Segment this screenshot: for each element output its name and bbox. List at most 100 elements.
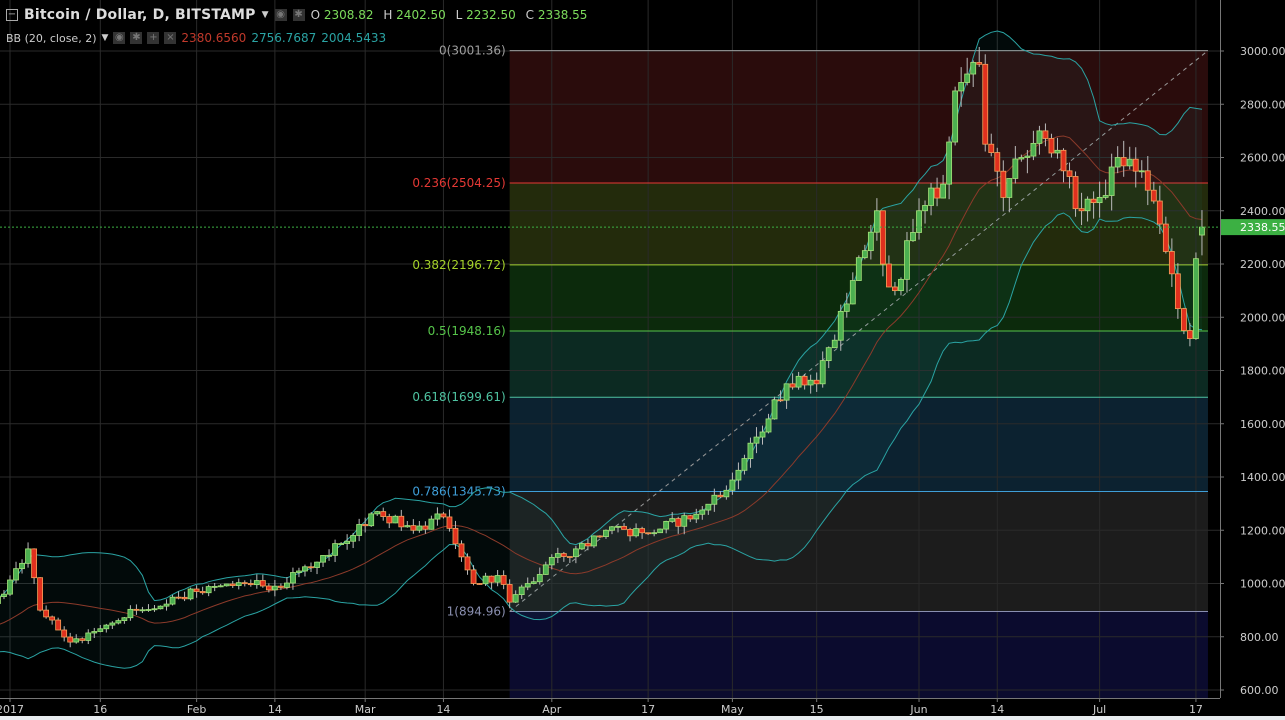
candle-body xyxy=(476,583,483,585)
candle-down xyxy=(446,509,453,532)
candle-up xyxy=(157,605,164,610)
candle-body xyxy=(500,575,507,585)
candle-body xyxy=(121,617,128,622)
candle-up xyxy=(898,277,904,296)
candle-body xyxy=(753,436,760,444)
eye-icon[interactable]: ◉ xyxy=(274,9,287,21)
candle-up xyxy=(326,549,332,561)
candle-down xyxy=(265,583,272,593)
candle-body xyxy=(1066,170,1073,177)
chevron-down-icon[interactable]: ▼ xyxy=(261,10,269,20)
candle-body xyxy=(898,278,904,292)
symbol-header: − Bitcoin / Dollar, D, BITSTAMP ▼ ◉ ✱ O … xyxy=(6,7,593,23)
close-icon[interactable]: × xyxy=(164,32,177,44)
candle-body xyxy=(1108,166,1115,196)
candle-body xyxy=(615,525,621,528)
candle-up xyxy=(139,606,146,614)
candle-down xyxy=(458,540,465,562)
candle-up xyxy=(115,618,122,625)
candle-body xyxy=(1078,208,1085,212)
candle-down xyxy=(880,210,886,277)
candle-body xyxy=(314,561,320,568)
candle-up xyxy=(19,559,25,574)
candle-up xyxy=(368,511,375,527)
candle-body xyxy=(934,187,940,199)
candle-body xyxy=(855,257,862,281)
time-tick-label: 14 xyxy=(268,703,282,716)
candle-up xyxy=(7,575,13,597)
candle-body xyxy=(1012,158,1019,179)
collapse-icon[interactable]: − xyxy=(6,9,18,21)
candle-body xyxy=(350,535,357,542)
candle-down xyxy=(1132,147,1139,188)
candle-down xyxy=(175,591,182,600)
candle-body xyxy=(861,250,868,259)
bb-lower-line xyxy=(0,212,1203,669)
candle-body xyxy=(940,183,946,199)
candle-body xyxy=(687,515,694,520)
candle-body xyxy=(831,339,838,349)
candle-body xyxy=(428,518,435,530)
candle-body xyxy=(416,525,423,531)
candle-up xyxy=(512,590,519,603)
candle-up xyxy=(657,528,664,534)
candle-body xyxy=(422,525,429,530)
chevron-down-icon[interactable]: ▼ xyxy=(101,33,109,43)
candle-body xyxy=(1,593,7,597)
fib-level-label: 0.382(2196.72) xyxy=(412,258,505,272)
candle-down xyxy=(37,577,43,612)
open-label: O xyxy=(310,8,321,22)
candle-body xyxy=(591,535,597,547)
candle-body xyxy=(217,585,224,588)
candle-up xyxy=(861,244,868,260)
candle-body xyxy=(31,548,37,579)
candle-up xyxy=(97,624,104,633)
candle-body xyxy=(344,540,351,544)
candle-down xyxy=(247,579,254,587)
candle-body xyxy=(1162,223,1169,252)
symbol-title[interactable]: Bitcoin / Dollar, D, BITSTAMP xyxy=(24,7,256,23)
candle-body xyxy=(241,582,248,585)
candle-down xyxy=(61,626,68,642)
time-tick-label: Apr xyxy=(542,703,562,716)
candle-body xyxy=(259,580,266,587)
candle-body xyxy=(867,231,874,252)
candle-up xyxy=(320,555,326,567)
plus-icon[interactable]: + xyxy=(147,32,160,44)
candle-body xyxy=(843,303,850,312)
candle-down xyxy=(464,553,471,575)
candle-body xyxy=(374,511,381,515)
candle-body xyxy=(976,62,983,65)
indicator-name[interactable]: BB (20, close, 2) xyxy=(6,31,97,45)
candle-body xyxy=(813,379,820,385)
candle-up xyxy=(163,599,170,611)
candle-up xyxy=(783,383,790,409)
candle-body xyxy=(265,585,272,591)
candle-body xyxy=(1120,157,1127,167)
close-label: C xyxy=(525,8,534,22)
close-value: 2338.55 xyxy=(537,8,588,22)
candle-body xyxy=(657,528,664,534)
candle-body xyxy=(970,62,977,75)
candle-up xyxy=(663,520,670,534)
candle-body xyxy=(506,584,513,603)
candle-up xyxy=(223,583,230,587)
candle-up xyxy=(494,570,501,587)
candle-body xyxy=(645,532,652,535)
candle-body xyxy=(229,583,236,586)
candle-body xyxy=(386,516,393,524)
candle-body xyxy=(470,569,477,584)
candle-body xyxy=(536,574,543,583)
candle-body xyxy=(1036,130,1043,144)
candle-down xyxy=(1168,238,1175,287)
eye-icon[interactable]: ◉ xyxy=(113,32,126,44)
candle-down xyxy=(199,586,206,595)
price-tick-label: 2000.00 xyxy=(1240,311,1285,324)
candle-up xyxy=(633,523,639,538)
candle-down xyxy=(79,637,86,644)
candle-up xyxy=(542,561,549,575)
candle-up xyxy=(747,437,754,468)
gear-icon[interactable]: ✱ xyxy=(130,32,143,44)
gear-icon[interactable]: ✱ xyxy=(292,9,305,21)
